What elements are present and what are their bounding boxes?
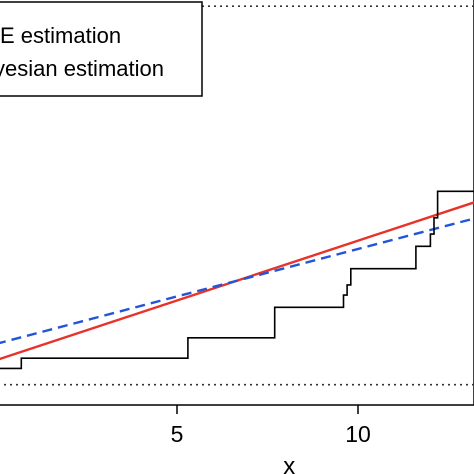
x-axis: 51015x bbox=[171, 405, 371, 474]
legend-box bbox=[0, 1, 203, 97]
series-empirical bbox=[0, 190, 474, 370]
x-tick-label-10: 10 bbox=[345, 421, 371, 447]
series-mle-estimation bbox=[0, 201, 474, 361]
legend-entry-2: yesian estimation bbox=[0, 56, 164, 81]
series-layer bbox=[0, 190, 474, 370]
x-axis-label: x bbox=[283, 453, 295, 474]
series-bayesian-estimation bbox=[0, 217, 474, 345]
legend: E estimation yesian estimation bbox=[0, 1, 203, 97]
plot-frame bbox=[0, 0, 474, 406]
legend-entry-1: E estimation bbox=[0, 23, 121, 48]
x-tick-label-5: 5 bbox=[171, 421, 184, 447]
